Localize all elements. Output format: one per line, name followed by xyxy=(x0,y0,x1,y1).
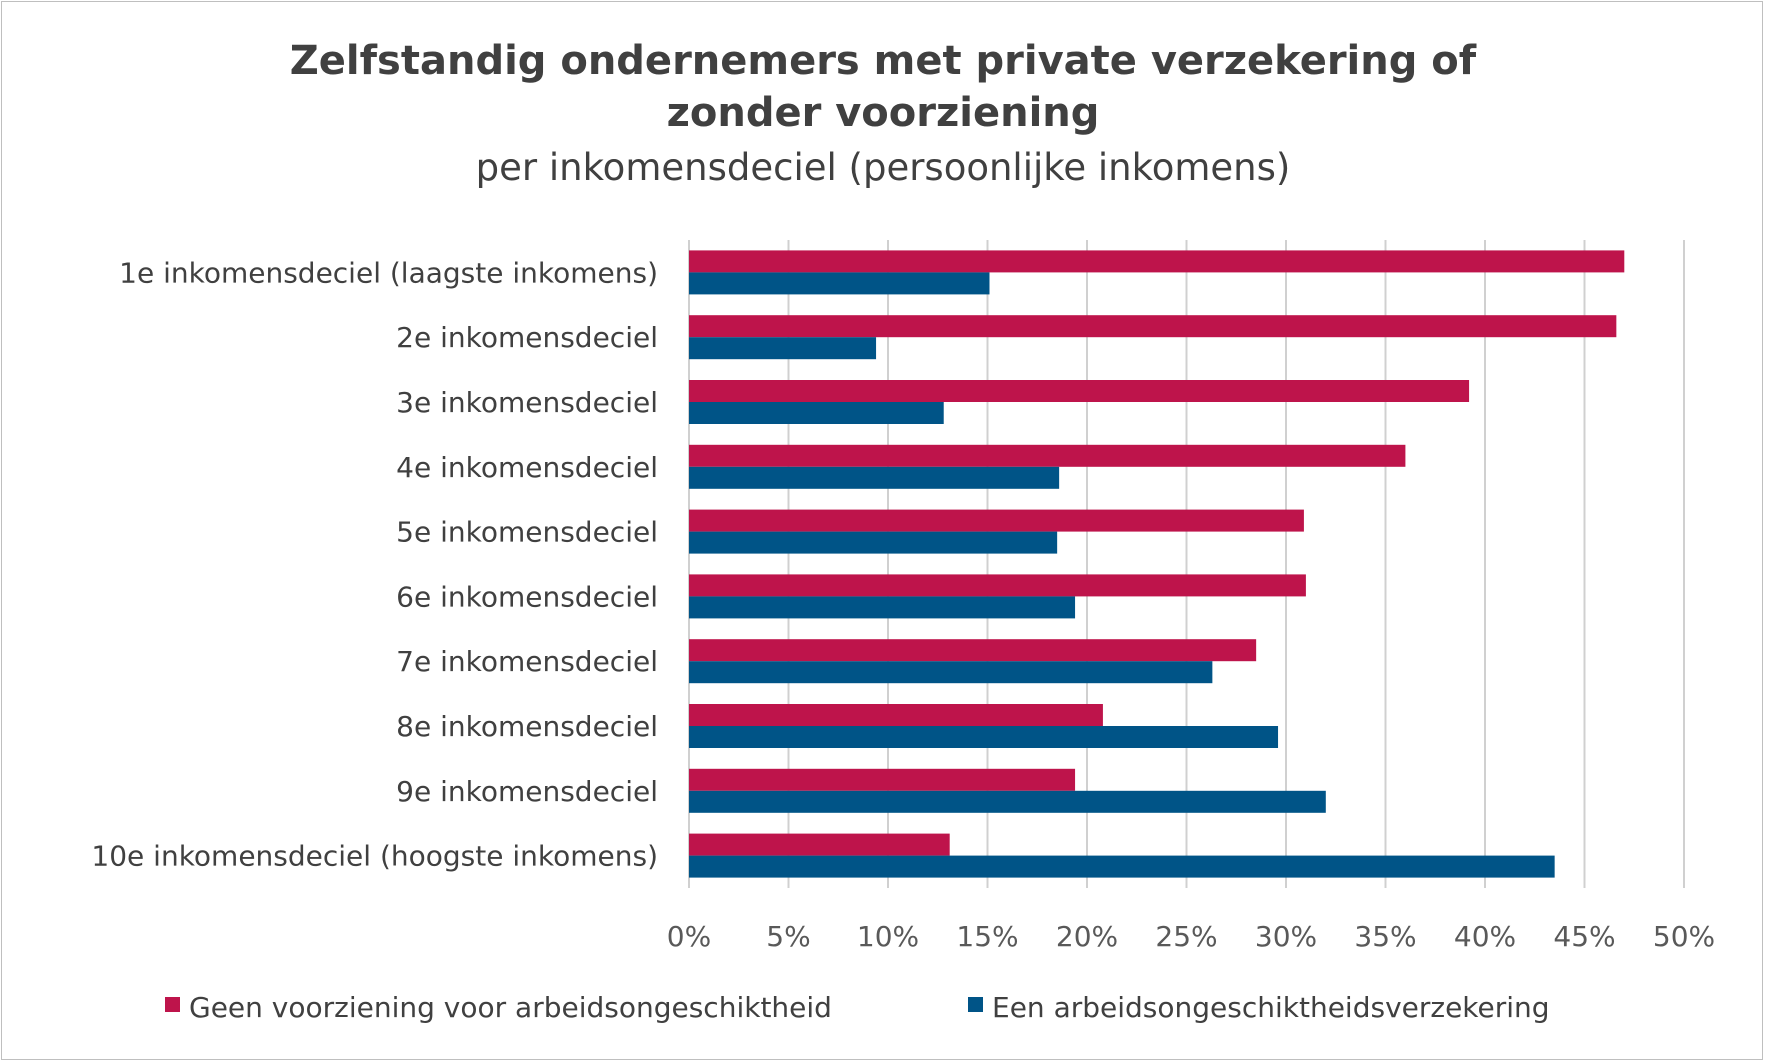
bar-geen-voorziening xyxy=(689,833,950,856)
x-tick-label: 15% xyxy=(956,920,1018,953)
category-label: 6e inkomensdeciel xyxy=(396,580,658,613)
legend-swatch xyxy=(165,997,180,1012)
x-tick-label: 20% xyxy=(1056,920,1118,953)
bar-geen-voorziening xyxy=(689,509,1304,532)
bar-geen-voorziening xyxy=(689,574,1306,597)
category-label: 2e inkomensdeciel xyxy=(396,321,658,354)
bar-verzekering xyxy=(689,466,1060,489)
category-label: 8e inkomensdeciel xyxy=(396,710,658,743)
x-tick-label: 5% xyxy=(766,920,810,953)
bar-geen-voorziening xyxy=(689,639,1257,662)
bar-verzekering xyxy=(689,790,1326,813)
category-label: 1e inkomensdeciel (laagste inkomens) xyxy=(119,256,658,289)
category-label: 4e inkomensdeciel xyxy=(396,451,658,484)
category-label: 10e inkomensdeciel (hoogste inkomens) xyxy=(91,840,658,873)
bar-geen-voorziening xyxy=(689,315,1617,338)
bar-verzekering xyxy=(689,855,1555,878)
bar-geen-voorziening xyxy=(689,444,1406,467)
x-tick-label: 10% xyxy=(857,920,919,953)
chart-title-line-2: zonder voorziening xyxy=(667,90,1100,136)
x-tick-label: 30% xyxy=(1255,920,1317,953)
category-label: 7e inkomensdeciel xyxy=(396,645,658,678)
category-label: 5e inkomensdeciel xyxy=(396,516,658,549)
bar-verzekering xyxy=(689,596,1076,619)
x-tick-label: 25% xyxy=(1155,920,1217,953)
bar-verzekering xyxy=(689,272,990,295)
bar-verzekering xyxy=(689,726,1279,748)
bar-geen-voorziening xyxy=(689,380,1470,402)
category-label: 9e inkomensdeciel xyxy=(396,775,658,808)
category-label: 3e inkomensdeciel xyxy=(396,386,658,419)
x-tick-label: 45% xyxy=(1553,920,1615,953)
chart-subtitle: per inkomensdeciel (persoonlijke inkomen… xyxy=(476,146,1291,189)
bar-geen-voorziening xyxy=(689,250,1625,273)
legend-label: Een arbeidsongeschiktheidsverzekering xyxy=(992,991,1550,1024)
x-tick-label: 0% xyxy=(667,920,711,953)
bar-verzekering xyxy=(689,661,1213,684)
bar-verzekering xyxy=(689,337,877,360)
x-tick-label: 40% xyxy=(1454,920,1516,953)
bar-geen-voorziening xyxy=(689,768,1076,791)
bar-verzekering xyxy=(689,402,944,424)
x-tick-label: 50% xyxy=(1653,920,1715,953)
legend-swatch xyxy=(968,997,983,1012)
chart-title-line-1: Zelfstandig ondernemers met private verz… xyxy=(290,38,1477,84)
bar-verzekering xyxy=(689,531,1058,554)
legend-label: Geen voorziening voor arbeidsongeschikth… xyxy=(189,991,832,1024)
bar-geen-voorziening xyxy=(689,704,1103,726)
x-tick-label: 35% xyxy=(1354,920,1416,953)
